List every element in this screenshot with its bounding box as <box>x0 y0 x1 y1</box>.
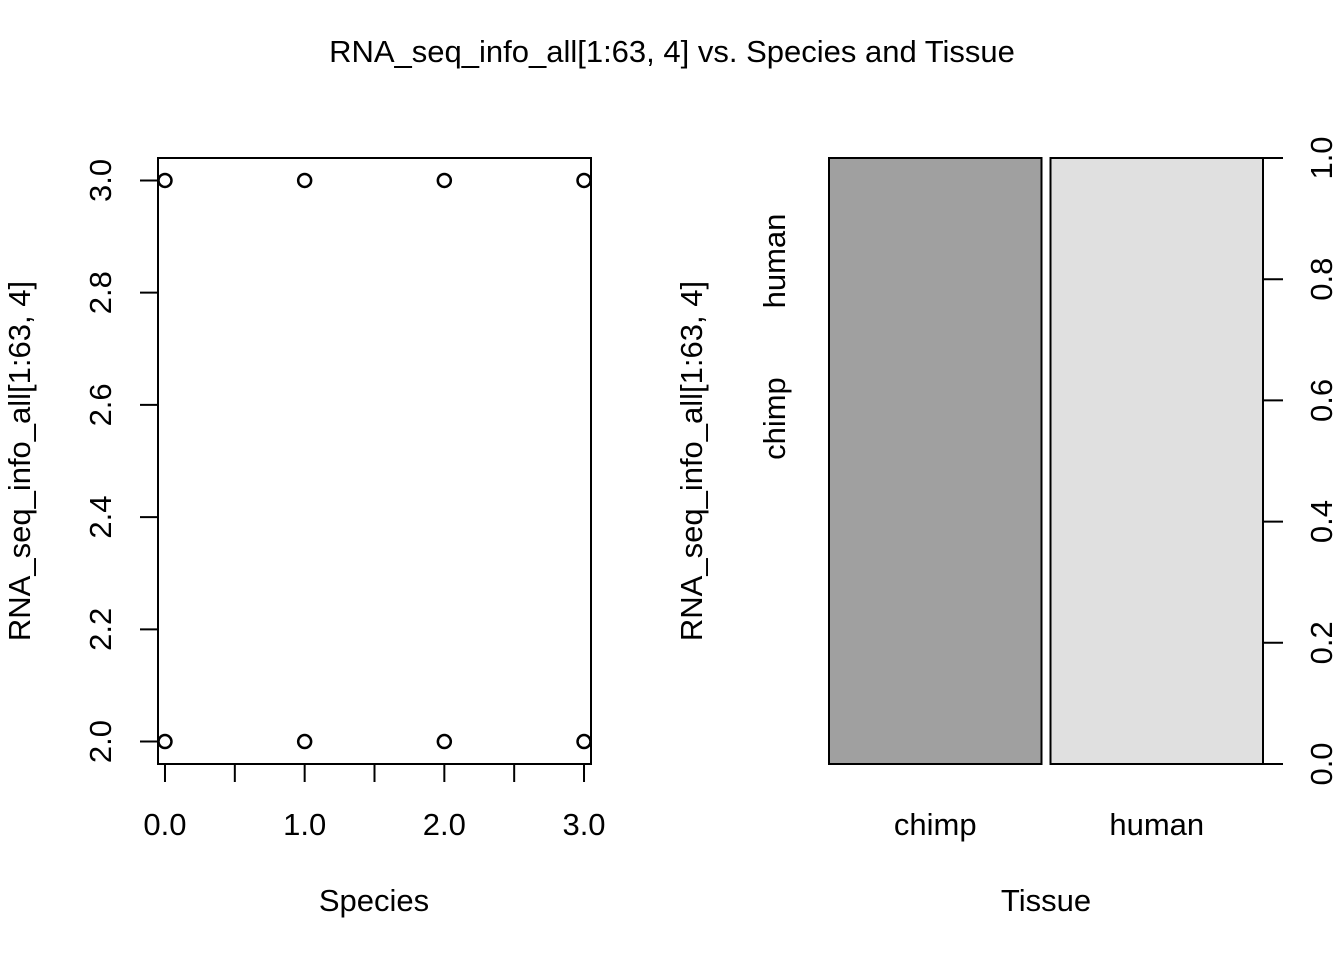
chart-title: RNA_seq_info_all[1:63, 4] vs. Species an… <box>329 34 1015 69</box>
scatter-y-axis: 2.0 2.2 2.4 2.6 2.8 3.0 <box>83 159 159 763</box>
spineplot-right-tick-label: 0.6 <box>1304 379 1339 422</box>
spineplot-right-tick-label: 0.8 <box>1304 258 1339 301</box>
scatter-x-tick-label: 3.0 <box>562 807 605 842</box>
scatter-point <box>436 172 453 189</box>
scatter-point <box>576 733 592 750</box>
scatter-point <box>296 172 313 189</box>
spineplot-level-labels: chimp human <box>757 214 792 460</box>
spineplot-level-label: human <box>757 214 792 309</box>
scatter-y-tick-label: 2.0 <box>83 720 118 763</box>
spineplot-right-tick-label: 0.4 <box>1304 500 1339 543</box>
spineplot-x-tick-label: chimp <box>894 807 977 842</box>
scatter-point <box>576 172 592 189</box>
spineplot-panel: 0.0 0.2 0.4 0.6 0.8 1.0 chimp human chimp human… <box>674 136 1339 918</box>
scatter-y-tick-label: 2.4 <box>83 496 118 539</box>
spineplot-x-tick-label: human <box>1109 807 1204 842</box>
spineplot-x-axis-label: Tissue <box>1001 883 1091 918</box>
scatter-x-axis-label: Species <box>319 883 429 918</box>
spineplot-bars <box>828 157 1264 765</box>
spineplot-y-axis-label: RNA_seq_info_all[1:63, 4] <box>674 281 709 641</box>
scatter-panel: 0.0 1.0 2.0 3.0 2.02.22.42.62.83.0 Species … <box>2 157 606 918</box>
spineplot-x-tick-labels: chimp human <box>894 807 1204 842</box>
spineplot-level-label: chimp <box>757 377 792 460</box>
scatter-point <box>157 172 173 189</box>
spineplot-bar-chimp <box>828 157 1043 765</box>
scatter-y-tick-label: 3.0 <box>83 159 118 202</box>
spineplot-right-axis: 0.0 0.2 0.4 0.6 0.8 1.0 <box>1262 136 1339 786</box>
scatter-point <box>436 733 453 750</box>
scatter-plot-frame <box>157 157 592 765</box>
scatter-y-tick-label: 2.8 <box>83 271 118 314</box>
scatter-x-tick-label: 0.0 <box>143 807 186 842</box>
scatter-point <box>296 733 313 750</box>
spineplot-right-tick-label: 0.2 <box>1304 621 1339 664</box>
spineplot-bar-human <box>1049 157 1264 765</box>
spineplot-right-tick-label: 1.0 <box>1304 136 1339 179</box>
scatter-y-tick-label: 2.2 <box>83 608 118 651</box>
scatter-x-tick-label: 1.0 <box>283 807 326 842</box>
scatter-x-tick-label: 2.0 <box>423 807 466 842</box>
scatter-y-axis-label: RNA_seq_info_all[1:63, 4] <box>2 281 37 641</box>
scatter-x-axis: 0.0 1.0 2.0 3.0 <box>143 763 606 842</box>
spineplot-right-tick-label: 0.0 <box>1304 742 1339 785</box>
scatter-y-tick-label: 2.6 <box>83 383 118 426</box>
scatter-points <box>157 172 592 750</box>
scatter-point <box>157 733 173 750</box>
